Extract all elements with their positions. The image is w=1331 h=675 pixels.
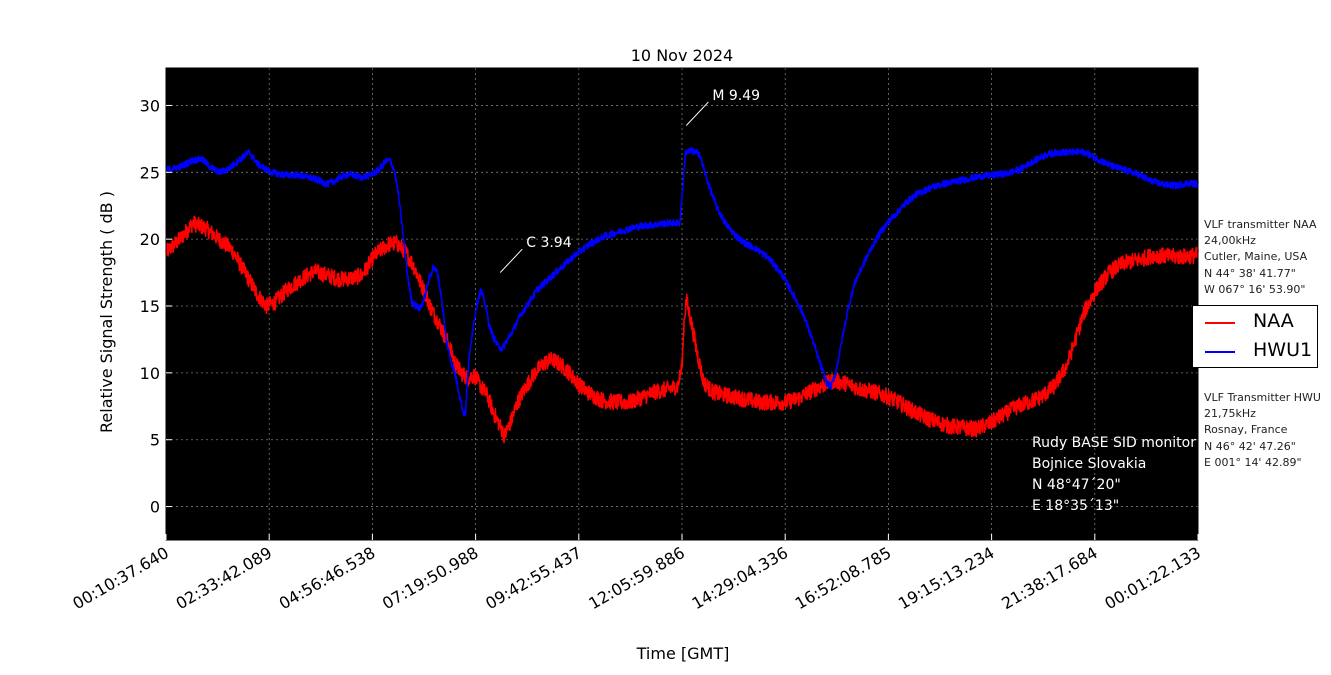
- y-axis-ticks: 0 5 10 15 20 25 30: [140, 96, 172, 517]
- legend-swatch-hwu1: [1205, 351, 1235, 353]
- legend-label-naa: NAA: [1253, 310, 1294, 332]
- tx-naa-line: W 067° 16' 53.90": [1204, 282, 1306, 296]
- monitor-info-line: N 48°47´20": [1032, 477, 1121, 493]
- tx-hwu-line: E 001° 14' 42.89": [1204, 455, 1302, 469]
- y-axis-label: Relative Signal Strength ( dB ): [97, 191, 116, 433]
- transmitter-hwu-info: VLF Transmitter HWU 21,75kHz Rosnay, Fra…: [1204, 390, 1321, 471]
- x-tick-label: 00:10:37.640: [69, 543, 172, 613]
- legend-label-hwu1: HWU1: [1253, 339, 1313, 361]
- legend-item-hwu1: HWU1: [1193, 337, 1317, 365]
- y-tick-label: 15: [140, 297, 160, 316]
- tx-hwu-line: Rosnay, France: [1204, 423, 1288, 437]
- tx-naa-line: 24,00kHz: [1204, 234, 1256, 248]
- x-tick-label: 00:01:22.133: [1101, 543, 1204, 613]
- tx-naa-line: VLF transmitter NAA: [1204, 218, 1317, 231]
- x-axis-label: Time [GMT]: [636, 644, 730, 663]
- y-tick-label: 10: [140, 364, 160, 383]
- tx-hwu-line: N 46° 42' 47.26": [1204, 439, 1296, 453]
- y-tick-label: 20: [140, 230, 160, 249]
- x-tick-label: 07:19:50.988: [379, 543, 482, 613]
- x-tick-label: 21:38:17.684: [998, 543, 1101, 613]
- tx-naa-line: N 44° 38' 41.77": [1204, 266, 1296, 280]
- monitor-info-line: Rudy BASE SID monitor: [1032, 435, 1196, 451]
- transmitter-naa-info: VLF transmitter NAA 24,00kHz Cutler, Mai…: [1204, 217, 1317, 298]
- x-tick-label: 02:33:42.089: [173, 543, 276, 613]
- annotation-layer: C 3.94 M 9.49: [499, 88, 760, 273]
- monitor-info-line: Bojnice Slovakia: [1032, 456, 1146, 472]
- series-layer: [165, 147, 1199, 444]
- x-tick-label: 19:15:13.234: [895, 543, 998, 613]
- tx-hwu-line: 21,75kHz: [1204, 407, 1256, 421]
- x-tick-label: 16:52:08.785: [792, 543, 895, 613]
- monitor-info-line: E 18°35´13": [1032, 498, 1119, 514]
- x-tick-label: 09:42:55.437: [482, 543, 585, 613]
- monitor-info: Rudy BASE SID monitor Bojnice Slovakia N 4…: [1032, 435, 1196, 514]
- legend: NAA HWU1: [1192, 305, 1318, 368]
- legend-item-naa: NAA: [1193, 308, 1317, 336]
- x-axis-ticks: 00:10:37.640 02:33:42.089 04:56:46.538 07:1…: [69, 534, 1204, 613]
- x-tick-label: 04:56:46.538: [276, 543, 379, 613]
- y-tick-label: 5: [150, 431, 160, 450]
- series-line-hwu1: [165, 147, 1199, 417]
- tx-hwu-line: VLF Transmitter HWU: [1204, 391, 1321, 404]
- legend-swatch-naa: [1205, 322, 1235, 324]
- x-tick-label: 12:05:59.886: [585, 543, 688, 613]
- annotation-pointer: [685, 101, 709, 126]
- y-tick-label: 30: [140, 96, 160, 115]
- tx-naa-line: Cutler, Maine, USA: [1204, 250, 1308, 264]
- annotation-pointer: [499, 248, 523, 273]
- series-line-naa: [165, 215, 1199, 444]
- flare-annotation: C 3.94: [526, 235, 571, 251]
- chart-title: 10 Nov 2024: [631, 46, 733, 65]
- x-tick-label: 14:29:04.336: [689, 543, 792, 613]
- y-tick-label: 0: [150, 498, 160, 517]
- y-tick-label: 25: [140, 163, 160, 182]
- flare-annotation: M 9.49: [712, 88, 760, 104]
